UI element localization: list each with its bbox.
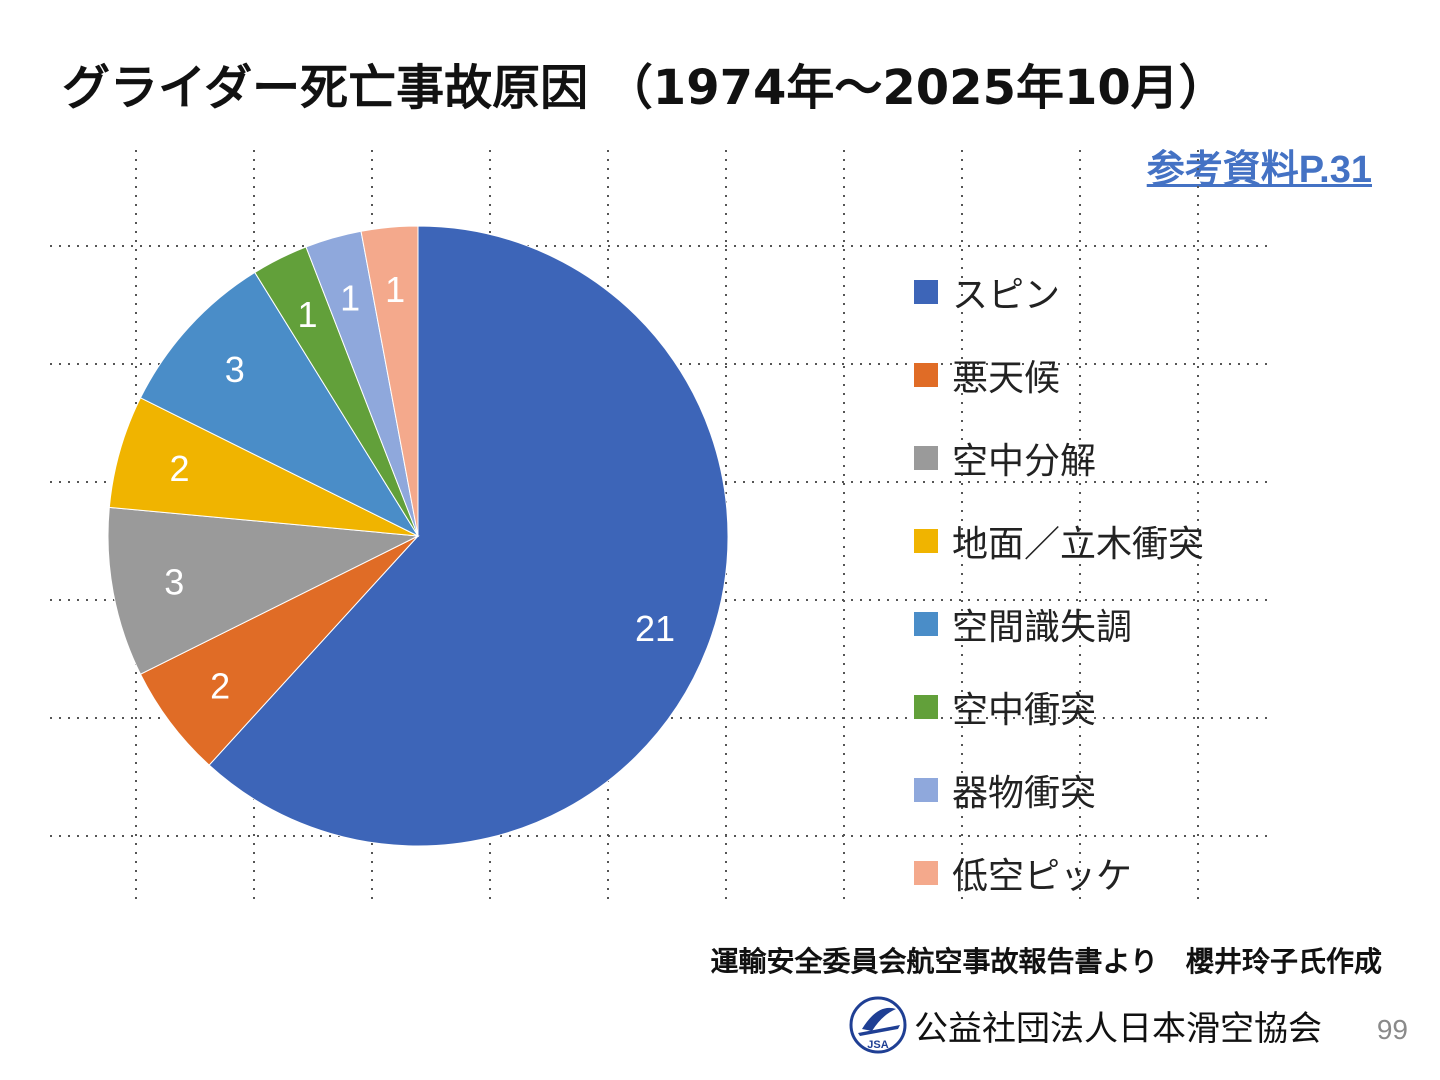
- legend-swatch: [914, 777, 938, 802]
- chart-legend: スピン悪天候空中分解地面／立木衝突 空間識失調空中衝突器物衝突低空ピッケ: [914, 250, 1204, 914]
- legend-swatch: [914, 528, 938, 553]
- legend-swatch: [914, 362, 938, 387]
- legend-item: 器物衝突: [914, 748, 1204, 831]
- source-note: 運輸安全委員会航空事故報告書より 櫻井玲子氏作成: [710, 945, 1382, 978]
- svg-text:JSA: JSA: [867, 1039, 888, 1051]
- pie-data-label: 2: [169, 448, 189, 489]
- reference-link[interactable]: 参考資料P.31: [1146, 149, 1372, 191]
- legend-label: スピン: [952, 274, 1061, 316]
- pie-slice: [107, 506, 420, 675]
- chart-gridlines: [50, 150, 1272, 900]
- legend-swatch: [914, 279, 938, 304]
- legend-item: 地面／立木衝突: [914, 499, 1204, 582]
- legend-label: 空中衝突: [952, 689, 1097, 731]
- legend-item: 低空ピッケ: [914, 831, 1204, 914]
- pie-data-label: 3: [164, 562, 184, 603]
- legend-item: 悪天候: [914, 333, 1204, 416]
- pie-data-label: 1: [297, 294, 317, 335]
- slide-title: グライダー死亡事故原因 （1974年～2025年10月）: [62, 60, 1227, 116]
- legend-item: 空中衝突: [914, 665, 1204, 748]
- legend-label: 低空ピッケ: [952, 855, 1133, 897]
- legend-swatch: [914, 611, 938, 636]
- legend-swatch: [914, 860, 938, 885]
- pie-data-label: 1: [340, 277, 360, 318]
- legend-label: 空中分解: [952, 440, 1097, 482]
- pie-data-label: 2: [210, 665, 230, 706]
- pie-slice: [360, 225, 419, 537]
- organization-block: JSA 公益社団法人日本滑空協会: [848, 995, 1322, 1055]
- legend-item: 空間識失調: [914, 582, 1204, 665]
- legend-swatch: [914, 445, 938, 470]
- legend-label: 器物衝突: [952, 772, 1097, 814]
- organization-name: 公益社団法人日本滑空協会: [914, 1008, 1322, 1049]
- pie-slice: [139, 271, 420, 538]
- pie-data-label: 1: [385, 269, 405, 310]
- legend-swatch: [914, 694, 938, 719]
- legend-label: 地面／立木衝突: [952, 523, 1205, 565]
- page-number: 99: [1376, 1014, 1408, 1045]
- legend-label: 空間識失調: [952, 606, 1133, 648]
- pie-data-label: 3: [225, 349, 245, 390]
- legend-item: 空中分解: [914, 416, 1204, 499]
- pie-data-label: 21: [635, 608, 675, 649]
- legend-label: 悪天候: [952, 357, 1061, 399]
- jsa-logo-icon: JSA: [849, 996, 907, 1054]
- pie-slices: [107, 225, 729, 847]
- legend-item: スピン: [914, 250, 1204, 333]
- pie-slice: [208, 225, 729, 847]
